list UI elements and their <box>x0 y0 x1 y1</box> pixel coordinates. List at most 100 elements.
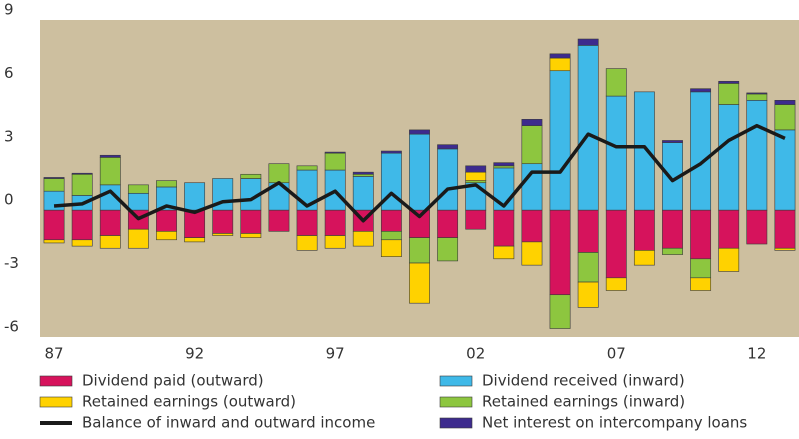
bar-segment <box>156 180 177 188</box>
bar-segment <box>184 209 206 238</box>
bar-segment <box>662 247 683 255</box>
bar-segment <box>690 91 712 211</box>
bar-segment <box>774 209 796 249</box>
bar-segment <box>99 235 121 249</box>
bar-segment <box>633 91 655 211</box>
legend-label: Retained earnings (outward) <box>82 393 296 411</box>
legend-label: Balance of inward and outward income <box>82 414 375 432</box>
bar-segment <box>352 176 374 211</box>
bar-segment <box>156 231 177 241</box>
legend-label: Net interest on intercompany loans <box>482 414 747 432</box>
bar-segment <box>549 209 571 296</box>
bar-segment <box>465 180 487 184</box>
bar-segment <box>465 165 487 173</box>
bar-segment <box>43 209 65 241</box>
y-tick-label: -6 <box>4 318 19 336</box>
bar-segment <box>493 209 515 247</box>
bar-segment <box>521 125 543 165</box>
x-tick-label: 97 <box>326 345 345 363</box>
bar-segment <box>296 235 318 251</box>
bar-segment <box>437 148 459 211</box>
bar-segment <box>127 184 149 194</box>
bar-segment <box>521 119 543 126</box>
bar-segment <box>71 239 93 247</box>
bar-segment <box>549 70 571 211</box>
legend-swatch <box>39 375 73 387</box>
bar-segment <box>212 233 234 236</box>
bar-segment <box>296 209 318 236</box>
bar-segment <box>605 209 627 279</box>
bar-segment <box>380 150 402 154</box>
bar-segment <box>774 247 796 251</box>
bar-segment <box>409 262 430 304</box>
bar-segment <box>352 173 374 177</box>
legend-swatch <box>39 396 73 408</box>
bar-segment <box>465 209 487 230</box>
balance-line <box>53 123 786 223</box>
bar-segment <box>409 133 430 211</box>
bar-segment <box>437 144 459 150</box>
bar-segment <box>324 235 346 249</box>
bar-segment <box>774 104 796 131</box>
bar-segment <box>324 151 346 154</box>
bar-segment <box>99 157 121 186</box>
y-tick-label: 9 <box>4 1 14 19</box>
bar-segment <box>268 163 290 184</box>
bar-segment <box>240 233 262 238</box>
bar-segment <box>127 192 149 211</box>
bar-segment <box>184 182 206 211</box>
bar-segment <box>156 209 177 232</box>
bar-segment <box>577 252 599 283</box>
bar-segment <box>465 171 487 181</box>
bar-segment <box>521 209 543 243</box>
bar-segment <box>662 140 683 143</box>
bar-segment <box>605 95 627 211</box>
bar-segment <box>493 245 515 260</box>
legend-label: Retained earnings (inward) <box>482 393 685 411</box>
bar-segment <box>380 209 402 232</box>
y-tick-label: 3 <box>4 127 14 145</box>
bar-segment <box>380 239 402 257</box>
x-tick-label: 92 <box>185 345 204 363</box>
bar-segment <box>718 104 740 211</box>
bar-segment <box>43 178 65 192</box>
bar-segment <box>718 209 740 249</box>
bar-segment <box>605 68 627 97</box>
bar-segment <box>409 237 430 264</box>
bar-segment <box>324 152 346 171</box>
bar-segment <box>71 172 93 175</box>
bar-segment <box>746 209 768 245</box>
bar-segment <box>746 93 768 101</box>
legend-swatch <box>439 396 473 408</box>
bar-segment <box>746 92 768 95</box>
bar-segment <box>99 209 121 236</box>
bar-segment <box>521 241 543 266</box>
bar-segment <box>577 209 599 253</box>
bar-segment <box>633 209 655 251</box>
x-tick-label: 07 <box>607 345 626 363</box>
bar-segment <box>493 165 515 169</box>
bar-segment <box>746 100 768 211</box>
x-tick-label: 02 <box>466 345 485 363</box>
bar-segment <box>549 53 571 59</box>
legend-label: Dividend paid (outward) <box>82 372 264 390</box>
x-tick-label: 12 <box>747 345 766 363</box>
bar-segment <box>549 57 571 72</box>
legend-swatch <box>40 421 72 425</box>
bar-segment <box>43 190 65 211</box>
bar-segment <box>43 177 65 179</box>
bar-segment <box>690 277 712 291</box>
legend-swatch <box>439 375 473 387</box>
y-tick-label: 6 <box>4 64 14 82</box>
bar-segment <box>380 231 402 241</box>
bar-segment <box>240 209 262 234</box>
bar-segment <box>352 231 374 247</box>
bar-segment <box>99 154 121 158</box>
bar-segment <box>690 258 712 279</box>
bar-segment <box>577 45 599 211</box>
bar-segment <box>690 209 712 260</box>
legend-swatch <box>439 417 473 429</box>
bar-segment <box>437 237 459 262</box>
bar-segment <box>718 80 740 84</box>
